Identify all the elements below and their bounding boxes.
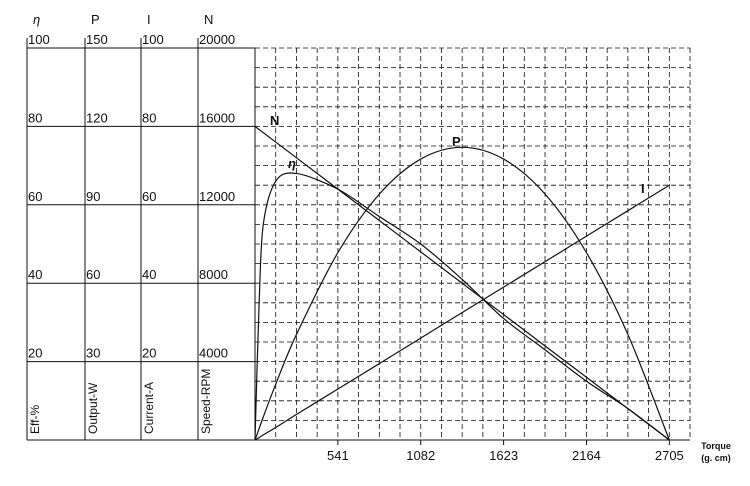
curve-label: η <box>288 156 296 171</box>
curve-label: N <box>270 113 279 128</box>
x-tick-label: 2705 <box>655 448 684 463</box>
curve <box>254 146 670 441</box>
curve-label: P <box>452 134 461 149</box>
y-tick-label: 20 <box>28 346 42 361</box>
x-tick-label: 1082 <box>406 448 435 463</box>
curve-label: I <box>641 181 645 196</box>
scale-title: Output-W <box>86 382 100 434</box>
curve <box>254 184 670 441</box>
x-tick-label: 2164 <box>572 448 601 463</box>
scale-symbol: P <box>91 12 100 27</box>
y-tick-label: 40 <box>142 267 156 282</box>
y-tick-label: 8000 <box>199 267 228 282</box>
scale-symbol: N <box>204 12 213 27</box>
scale-symbol: I <box>147 12 151 27</box>
y-tick-label: 20000 <box>199 32 235 47</box>
scale-title: Current-A <box>142 382 156 434</box>
scale-title: Eff-% <box>28 405 42 434</box>
y-tick-label: 90 <box>86 189 100 204</box>
y-tick-label: 20 <box>142 346 156 361</box>
x-tick-label: 541 <box>327 448 349 463</box>
y-tick-label: 120 <box>86 110 108 125</box>
y-tick-label: 4000 <box>199 346 228 361</box>
y-tick-label: 80 <box>142 110 156 125</box>
y-tick-label: 40 <box>28 267 42 282</box>
x-axis-unit: (g. cm) <box>701 453 731 463</box>
x-axis-label: Torque <box>701 441 731 451</box>
y-tick-label: 150 <box>86 32 108 47</box>
y-tick-label: 30 <box>86 346 100 361</box>
curve <box>254 125 670 441</box>
y-tick-label: 12000 <box>199 189 235 204</box>
y-tick-label: 60 <box>86 267 100 282</box>
y-tick-label: 60 <box>28 189 42 204</box>
curve <box>254 172 670 441</box>
y-tick-label: 60 <box>142 189 156 204</box>
y-tick-label: 80 <box>28 110 42 125</box>
y-tick-label: 100 <box>142 32 164 47</box>
y-tick-label: 16000 <box>199 110 235 125</box>
x-tick-label: 1623 <box>489 448 518 463</box>
y-tick-label: 100 <box>28 32 50 47</box>
scale-title: Speed-RPM <box>199 369 213 434</box>
scale-symbol: η <box>33 12 40 27</box>
